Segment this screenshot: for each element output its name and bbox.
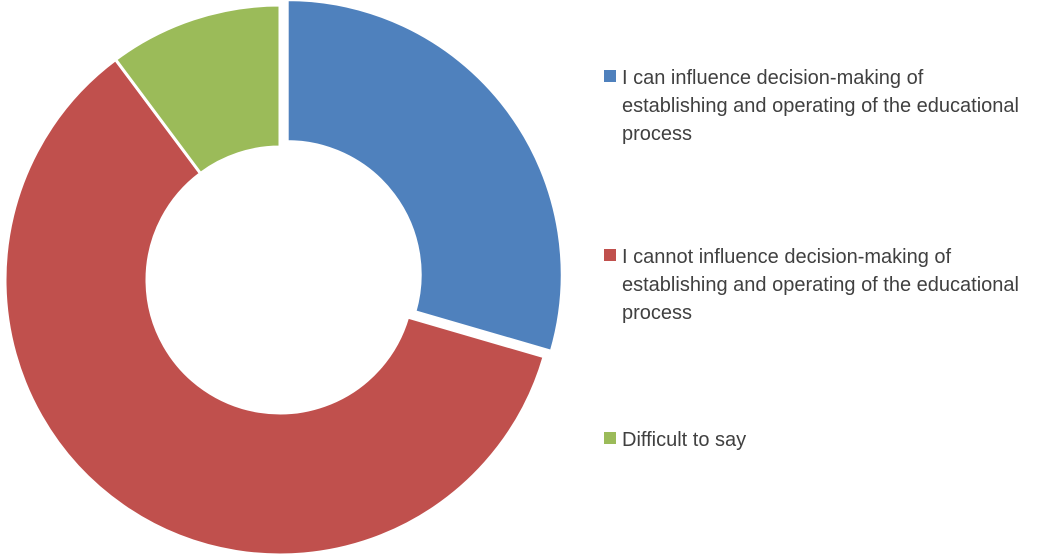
legend-swatch-can-influence — [604, 70, 616, 82]
legend-label-can-influence: I can influence decision-making of estab… — [622, 67, 1019, 145]
legend-label-difficult-to-say: Difficult to say — [622, 429, 747, 451]
donut-slice-difficult-to-say — [114, 3, 282, 175]
donut-plot — [3, 0, 564, 557]
legend-item-difficult-to-say: Difficult to say — [604, 426, 1034, 454]
legend-label-cannot-influence: I cannot influence decision-making of es… — [622, 246, 1019, 324]
donut-slice-can-influence — [285, 0, 564, 353]
donut-slice-cannot-influence — [3, 58, 546, 557]
legend-swatch-difficult-to-say — [604, 432, 616, 444]
legend-item-cannot-influence: I cannot influence decision-making of es… — [604, 243, 1034, 327]
legend-item-can-influence: I can influence decision-making of estab… — [604, 64, 1034, 148]
legend-swatch-cannot-influence — [604, 249, 616, 261]
